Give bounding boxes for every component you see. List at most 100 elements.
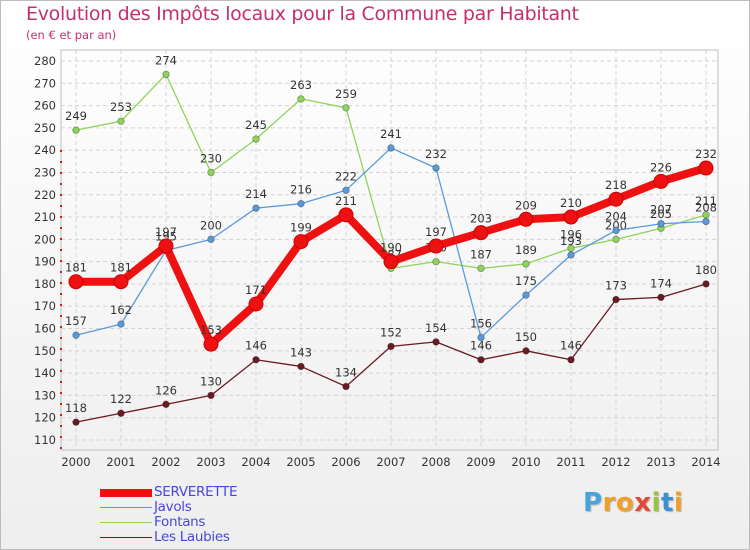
data-point bbox=[608, 191, 624, 207]
y-tick-label: 120 bbox=[34, 411, 56, 425]
data-label: 146 bbox=[245, 339, 267, 353]
data-label: 195 bbox=[155, 230, 177, 244]
data-label: 181 bbox=[65, 261, 87, 275]
data-label: 249 bbox=[65, 109, 87, 123]
data-label: 241 bbox=[380, 127, 402, 141]
y-tick-label: 260 bbox=[34, 99, 56, 113]
data-label: 143 bbox=[290, 345, 312, 359]
data-label: 173 bbox=[605, 279, 627, 293]
data-point bbox=[702, 217, 710, 226]
axes: 110 120 130 140 150 160 170 180 190 200 210 220 230 2… bbox=[34, 54, 721, 469]
logo-letter: i bbox=[651, 488, 661, 518]
data-point bbox=[567, 356, 575, 364]
data-point bbox=[653, 173, 669, 189]
series-les-laubies: 118 122 126 130 146 143 134 152 154 146 150 146 173 1… bbox=[65, 263, 717, 426]
data-label: 232 bbox=[695, 147, 717, 161]
data-point bbox=[252, 135, 260, 143]
logo-letter: r bbox=[602, 488, 616, 518]
legend-swatch bbox=[100, 536, 152, 538]
y-tick-label: 280 bbox=[34, 54, 56, 68]
x-tick-label: 2005 bbox=[286, 455, 315, 469]
data-point bbox=[383, 254, 399, 270]
data-label: 156 bbox=[470, 316, 492, 330]
data-label: 162 bbox=[110, 303, 132, 317]
data-point bbox=[203, 336, 219, 352]
data-label: 203 bbox=[470, 212, 492, 226]
data-label: 232 bbox=[425, 147, 447, 161]
data-label: 211 bbox=[335, 194, 357, 208]
legend-swatch bbox=[100, 521, 152, 523]
data-point bbox=[207, 391, 215, 400]
data-point bbox=[432, 164, 440, 172]
data-point bbox=[477, 356, 485, 364]
y-tick-label: 200 bbox=[34, 232, 56, 246]
data-label: 122 bbox=[110, 392, 132, 406]
data-point bbox=[297, 362, 305, 371]
data-label: 263 bbox=[290, 78, 312, 92]
x-tick-label: 2014 bbox=[691, 455, 720, 469]
data-point bbox=[207, 168, 215, 177]
data-label: 189 bbox=[515, 243, 537, 257]
data-point bbox=[567, 251, 575, 259]
data-label: 118 bbox=[65, 401, 87, 415]
data-label: 208 bbox=[695, 201, 717, 215]
x-tick-label: 2001 bbox=[106, 455, 135, 469]
y-tick-label: 170 bbox=[34, 299, 56, 313]
data-point bbox=[252, 356, 260, 364]
data-label: 230 bbox=[200, 151, 222, 165]
logo-letter: o bbox=[615, 488, 635, 518]
x-tick-label: 2013 bbox=[646, 455, 675, 469]
y-tick-label: 220 bbox=[34, 188, 56, 202]
data-point bbox=[522, 291, 530, 299]
data-point bbox=[117, 409, 125, 417]
data-label: 197 bbox=[425, 225, 447, 239]
data-label: 187 bbox=[470, 247, 492, 261]
data-label: 259 bbox=[335, 87, 357, 101]
x-tick-label: 2010 bbox=[511, 455, 540, 469]
legend-swatch bbox=[100, 488, 152, 497]
data-point bbox=[612, 226, 620, 235]
x-tick-label: 2000 bbox=[61, 455, 90, 469]
data-point bbox=[158, 238, 174, 254]
data-label: 226 bbox=[650, 160, 672, 174]
data-label: 181 bbox=[110, 261, 132, 275]
data-label: 209 bbox=[515, 198, 537, 212]
data-label: 253 bbox=[110, 100, 132, 114]
data-point bbox=[432, 338, 440, 346]
y-tick-label: 160 bbox=[34, 322, 56, 336]
y-tick-label: 240 bbox=[34, 143, 56, 157]
data-label: 130 bbox=[200, 374, 222, 388]
y-tick-label: 270 bbox=[34, 76, 56, 90]
y-tick-label: 150 bbox=[34, 344, 56, 358]
x-tick-label: 2012 bbox=[601, 455, 630, 469]
proxiti-logo: Proxiti bbox=[583, 488, 683, 518]
data-point bbox=[113, 274, 129, 290]
x-tick-label: 2008 bbox=[421, 455, 450, 469]
data-point bbox=[342, 104, 350, 112]
legend-item-fontans: Fontans bbox=[100, 515, 237, 530]
y-tick-label: 130 bbox=[34, 388, 56, 402]
data-label: 218 bbox=[605, 178, 627, 192]
data-label: 199 bbox=[290, 221, 312, 235]
data-point bbox=[207, 235, 215, 244]
data-label: 153 bbox=[200, 323, 222, 337]
data-point bbox=[117, 117, 125, 125]
data-point bbox=[657, 220, 665, 228]
data-label: 152 bbox=[380, 325, 402, 339]
data-label: 200 bbox=[605, 218, 627, 232]
data-label: 274 bbox=[155, 53, 177, 67]
data-point bbox=[342, 382, 350, 391]
data-label: 197 bbox=[155, 225, 177, 239]
data-label: 180 bbox=[695, 263, 717, 277]
data-label: 154 bbox=[425, 321, 447, 335]
data-label: 204 bbox=[605, 209, 627, 223]
chart-subtitle: (en € et par an) bbox=[26, 28, 117, 42]
data-label: 171 bbox=[245, 283, 267, 297]
data-label: 245 bbox=[245, 118, 267, 132]
data-point bbox=[702, 211, 710, 219]
logo-letter: P bbox=[583, 488, 603, 518]
legend-item-javols: Javols bbox=[100, 500, 237, 515]
x-tick-label: 2002 bbox=[151, 455, 180, 469]
